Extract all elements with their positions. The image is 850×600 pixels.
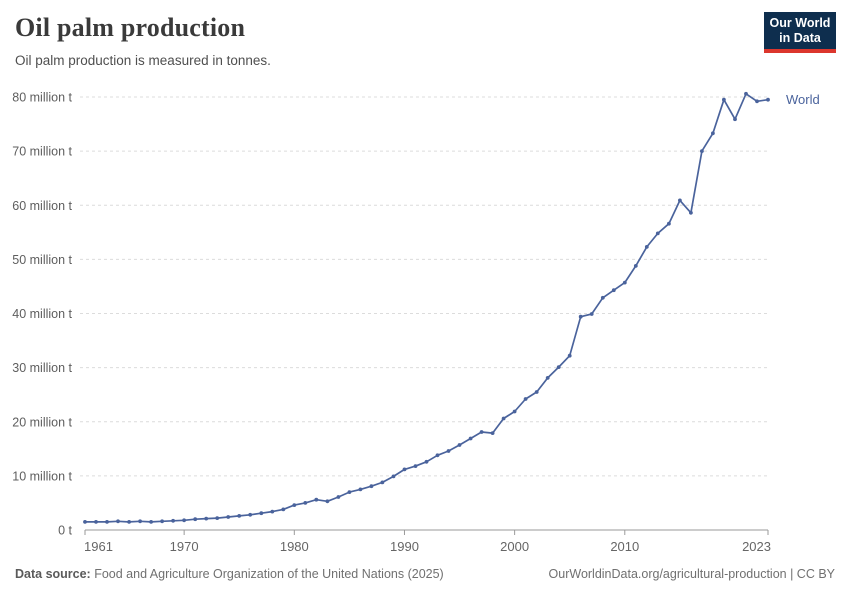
axis-layer: 1961 1970 1980 1990 2000 2010 2023 <box>84 529 771 554</box>
chart-canvas: 0 t 10 million t 20 million t 30 million t 4… <box>12 91 820 555</box>
data-point <box>589 312 594 316</box>
data-point <box>303 501 308 505</box>
data-point <box>105 520 109 524</box>
data-point <box>160 519 165 524</box>
y-tick-label: 60 million t <box>12 199 72 213</box>
owid-logo: Our World in Data <box>764 12 836 53</box>
data-point <box>766 97 770 102</box>
data-point <box>237 514 242 518</box>
x-tick-label: 1990 <box>390 539 419 554</box>
data-point <box>435 453 440 458</box>
data-point <box>611 288 616 293</box>
x-tick-label: 2000 <box>500 539 529 554</box>
data-point <box>94 520 98 524</box>
data-point <box>127 520 131 524</box>
data-point <box>292 503 297 507</box>
data-point <box>512 409 517 414</box>
labels-layer: World <box>786 92 820 107</box>
x-tick-label: 1961 <box>84 539 113 554</box>
data-point <box>182 518 187 523</box>
data-point <box>755 99 759 104</box>
data-point <box>325 499 330 504</box>
data-point <box>171 518 176 523</box>
y-tick-label: 30 million t <box>12 361 72 375</box>
data-point <box>336 495 341 499</box>
data-point <box>600 295 605 300</box>
x-tick-label: 1970 <box>170 539 199 554</box>
data-point <box>193 517 198 522</box>
data-point <box>248 512 253 517</box>
data-point <box>479 430 484 434</box>
x-tick-label: 1980 <box>280 539 309 554</box>
data-point <box>534 390 539 394</box>
data-point <box>667 221 671 226</box>
data-point <box>545 376 550 380</box>
chart-line-world <box>84 92 769 523</box>
data-source-text: Food and Agriculture Organization of the… <box>90 567 444 581</box>
data-point <box>678 198 682 203</box>
y-tick-label: 40 million t <box>12 307 72 321</box>
data-point <box>215 516 220 520</box>
data-point <box>424 459 429 464</box>
data-point <box>149 520 154 524</box>
data-point <box>226 515 231 519</box>
data-point <box>347 490 352 494</box>
gridlines-layer: 0 t 10 million t 20 million t 30 million t 4… <box>12 91 770 538</box>
data-point <box>655 231 660 236</box>
data-point <box>391 474 396 479</box>
data-point <box>644 245 649 249</box>
data-point <box>116 519 120 524</box>
data-point <box>733 117 737 122</box>
series-end-label: World <box>786 92 820 107</box>
chart-footer: Data source: Food and Agriculture Organi… <box>15 567 835 581</box>
y-tick-label: 10 million t <box>12 469 72 483</box>
data-point <box>446 449 451 453</box>
chart-subtitle: Oil palm production is measured in tonne… <box>15 53 271 68</box>
chart-area: 0 t 10 million t 20 million t 30 million t 4… <box>0 80 850 560</box>
data-point <box>523 397 528 401</box>
x-tick-label: 2010 <box>610 539 639 554</box>
data-point <box>138 519 143 524</box>
data-point <box>556 365 561 369</box>
data-point <box>314 497 319 502</box>
data-point <box>281 507 286 512</box>
data-point <box>468 436 473 441</box>
data-point <box>711 131 715 136</box>
data-point <box>402 467 407 472</box>
x-tick-label: 2023 <box>742 539 771 554</box>
y-tick-label: 50 million t <box>12 253 72 267</box>
data-point <box>578 314 583 319</box>
data-point <box>622 280 627 285</box>
data-point <box>369 484 374 489</box>
data-point <box>501 416 506 421</box>
data-point <box>204 516 209 521</box>
data-point <box>722 97 726 102</box>
y-tick-label: 70 million t <box>12 145 72 159</box>
data-point <box>633 264 638 268</box>
data-point <box>259 511 264 516</box>
data-point <box>700 149 704 153</box>
data-source-note: Data source: Food and Agriculture Organi… <box>15 567 444 581</box>
data-point <box>567 353 572 358</box>
data-point <box>457 443 462 447</box>
data-source-label: Data source: <box>15 567 91 581</box>
data-point <box>413 464 418 468</box>
owid-logo-line2: in Data <box>779 31 821 45</box>
credit-note: OurWorldinData.org/agricultural-producti… <box>548 567 835 581</box>
data-point <box>689 210 693 215</box>
data-point <box>380 480 385 485</box>
owid-logo-line1: Our World <box>769 16 831 30</box>
data-point <box>270 509 275 514</box>
y-tick-label: 20 million t <box>12 415 72 429</box>
data-point <box>490 431 495 435</box>
data-point <box>83 520 87 524</box>
data-point <box>744 91 748 96</box>
series-layer <box>83 91 770 524</box>
data-point <box>358 487 363 492</box>
y-tick-label: 80 million t <box>12 91 72 105</box>
y-tick-label: 0 t <box>58 524 72 538</box>
page-title: Oil palm production <box>15 13 246 42</box>
